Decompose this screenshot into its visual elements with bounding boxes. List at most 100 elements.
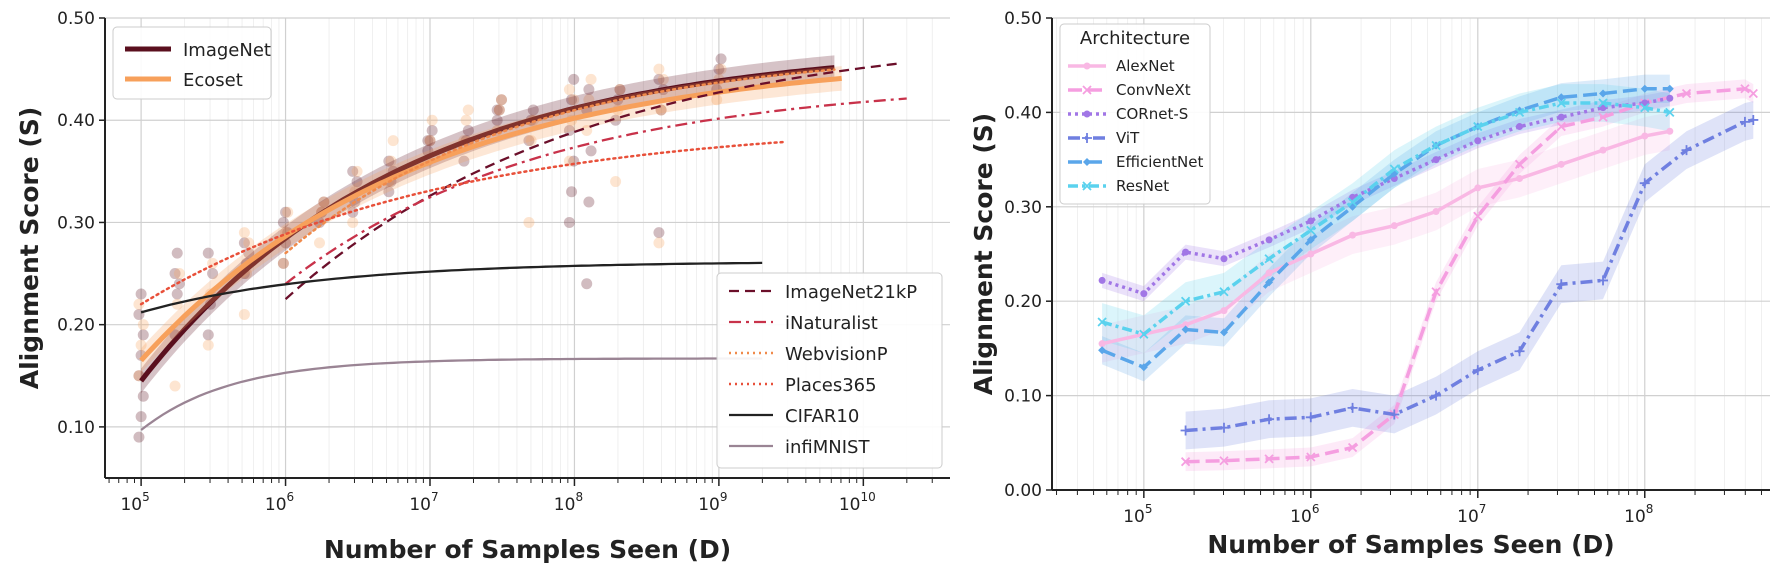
data-point <box>1665 107 1675 118</box>
series-line <box>139 75 842 363</box>
data-point <box>1219 328 1228 337</box>
scatter-point <box>566 186 578 198</box>
data-point <box>1748 88 1758 99</box>
scatter-point <box>713 63 725 75</box>
scatter-point <box>493 104 505 116</box>
x-tick-label: 108 <box>1624 502 1653 527</box>
scatter-point <box>426 114 438 126</box>
data-point <box>1220 307 1228 315</box>
data-point <box>1556 98 1566 108</box>
x-tick-base: 10 <box>1457 507 1479 527</box>
data-point <box>1516 123 1524 131</box>
x-tick-exp: 10 <box>861 490 876 504</box>
scatter-point <box>422 135 434 147</box>
x-tick-exp: 6 <box>1312 502 1320 516</box>
series-line <box>284 97 907 285</box>
scatter-point <box>424 135 436 147</box>
series-band <box>141 66 842 373</box>
scatter-point <box>314 216 325 228</box>
data-point <box>1083 110 1091 118</box>
legend-label: ImageNet21kP <box>785 282 917 303</box>
data-point <box>1220 255 1228 263</box>
data-point <box>1514 346 1525 357</box>
scatter-point <box>238 308 250 320</box>
legend-label: Places365 <box>785 375 877 396</box>
scatter-point <box>171 247 183 259</box>
scatter-point <box>566 94 578 106</box>
data-point <box>1390 222 1398 230</box>
scatter-point <box>135 288 147 300</box>
scatter-point <box>424 135 436 147</box>
y-axis-label: Alignment Score (S) <box>969 113 998 395</box>
data-point <box>1306 452 1316 462</box>
x-tick-label: 107 <box>1457 502 1486 527</box>
scatter-point <box>614 84 626 96</box>
data-point <box>1472 365 1483 376</box>
legend-label: infiMNIST <box>785 437 870 458</box>
scatter-point <box>581 124 593 136</box>
scatter-point <box>653 63 665 75</box>
x-tick-label: 109 <box>698 490 727 515</box>
y-tick-label: 0.20 <box>1004 292 1042 312</box>
data-point <box>1666 127 1674 135</box>
data-point <box>1139 329 1149 339</box>
data-point <box>1098 276 1106 284</box>
scatter-point <box>563 124 575 136</box>
y-axis-label: Alignment Score (S) <box>15 107 44 389</box>
x-tick-label: 105 <box>1123 502 1152 527</box>
series-line <box>139 140 786 306</box>
scatter-point <box>133 431 145 443</box>
x-tick-label: 106 <box>1290 502 1319 527</box>
scatter-point <box>426 124 438 136</box>
y-tick-label: 0.30 <box>1004 198 1042 218</box>
data-point <box>1666 94 1674 102</box>
data-point <box>1598 98 1608 108</box>
data-point <box>1641 132 1649 140</box>
legend-bottom-box <box>716 272 943 469</box>
data-point <box>1431 390 1442 401</box>
scatter-point <box>280 206 292 218</box>
y-tick-label: 0.30 <box>57 213 95 233</box>
scatter-point <box>202 329 214 341</box>
scatter-point <box>347 216 359 228</box>
series-line <box>1101 101 1671 337</box>
data-point <box>1083 158 1091 166</box>
x-tick-base: 10 <box>839 495 861 515</box>
scatter-point <box>135 339 147 351</box>
scatter-point <box>653 237 665 249</box>
scatter-point <box>318 196 330 208</box>
scatter-point <box>610 176 622 188</box>
data-point <box>1640 103 1650 113</box>
legend-title: Architecture <box>1080 28 1190 49</box>
scatter-point <box>387 135 399 147</box>
legend-label: ViT <box>1116 129 1140 147</box>
data-point <box>1389 164 1399 174</box>
x-tick-base: 10 <box>265 495 287 515</box>
data-point <box>1306 225 1316 236</box>
data-point <box>1557 160 1565 168</box>
legend-label: CIFAR10 <box>785 406 859 427</box>
data-point <box>1473 121 1483 132</box>
scatter-point <box>277 216 289 228</box>
data-point <box>1389 409 1400 420</box>
scatter-point <box>657 73 669 85</box>
x-axis-label: Number of Samples Seen (D) <box>1207 530 1614 559</box>
data-point <box>1265 269 1273 277</box>
scatter-point <box>243 247 255 259</box>
data-point <box>1598 112 1608 122</box>
scatter-point <box>581 278 593 290</box>
data-point <box>1082 85 1092 95</box>
data-point <box>1182 321 1190 329</box>
scatter-point <box>715 53 727 65</box>
scatter-point <box>383 155 395 167</box>
scatter-point <box>583 196 595 208</box>
series-band <box>1102 84 1670 354</box>
x-tick-base: 10 <box>409 495 431 515</box>
scatter-point <box>314 237 325 249</box>
data-point <box>1182 248 1190 256</box>
y-tick-label: 0.10 <box>57 418 95 438</box>
x-tick-base: 10 <box>554 495 576 515</box>
scatter-point <box>133 308 145 320</box>
data-point <box>1681 145 1692 156</box>
scatter-point <box>173 268 185 280</box>
